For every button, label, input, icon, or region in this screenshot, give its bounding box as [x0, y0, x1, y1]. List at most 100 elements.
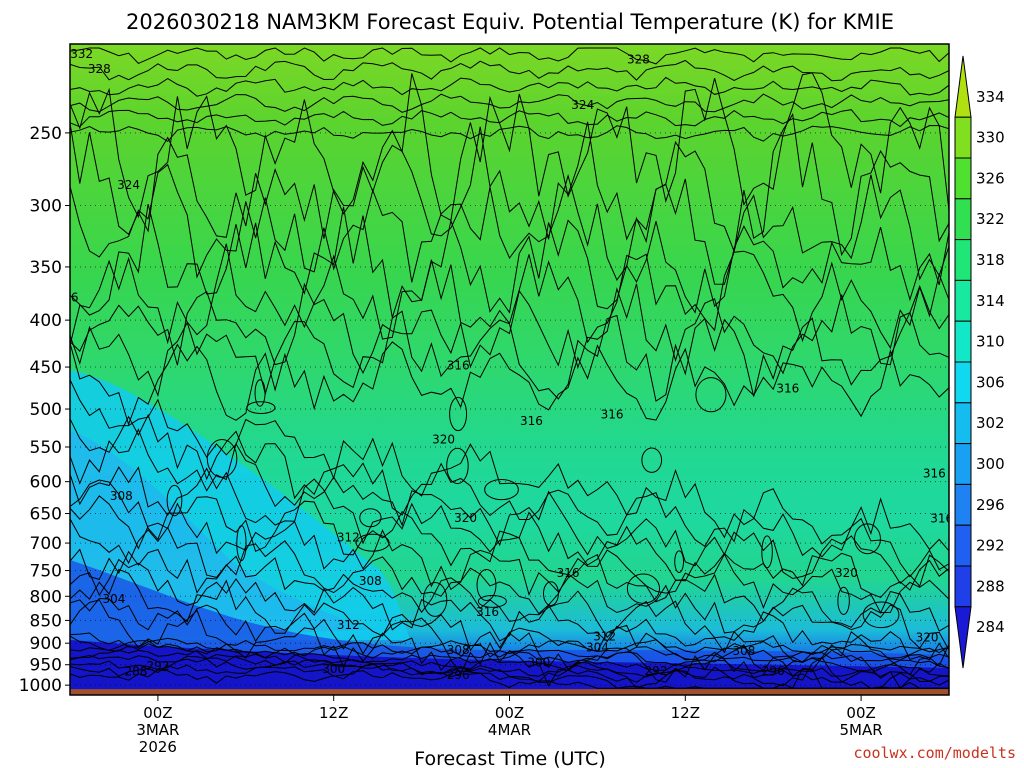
x-axis-label: Forecast Time (UTC) [414, 748, 605, 768]
x-tick-label: 00Z [846, 704, 875, 722]
y-tick-label: 400 [30, 311, 62, 331]
contour-line [70, 59, 949, 82]
contour-label: 316 [476, 605, 499, 619]
colorbar-swatch [954, 116, 972, 159]
contour-label: 320 [454, 511, 477, 525]
colorbar-swatch [954, 565, 972, 608]
colorbar-label: 306 [976, 373, 1005, 391]
x-tick-label: 2026 [139, 738, 177, 756]
colorbar-label: 310 [976, 333, 1005, 351]
contour-blob [626, 573, 661, 604]
contour-label: 300 [527, 656, 550, 670]
contour-label: 312 [337, 530, 360, 544]
contour-label: 312 [593, 629, 616, 643]
contour-blob [236, 525, 247, 562]
contour-label: 316 [776, 382, 799, 396]
contour-line [70, 341, 949, 426]
contour-line [70, 495, 949, 632]
contour-label: 316 [923, 467, 946, 481]
contour-line [70, 109, 949, 128]
y-tick-label: 900 [30, 634, 62, 654]
contour-blob [355, 533, 390, 552]
colorbar-swatch [954, 524, 972, 567]
contour-line [70, 646, 949, 661]
contour-label: 300 [322, 662, 345, 676]
colorbar-swatch [954, 320, 972, 363]
contour-label: 316 [601, 408, 624, 422]
x-tick-label: 12Z [319, 704, 348, 722]
contour-label: 292 [645, 664, 668, 678]
contour-label: 328 [88, 62, 111, 76]
contour-line [70, 163, 949, 285]
colorbar-swatch [954, 279, 972, 322]
contour-line [70, 635, 949, 689]
credit-text: coolwx.com/modelts [853, 744, 1016, 762]
colorbar-swatch [954, 55, 972, 118]
contour-line [70, 479, 949, 614]
ground [70, 689, 949, 695]
colorbar-swatch [954, 239, 972, 281]
contour-line [70, 669, 949, 684]
colorbar-label: 284 [976, 618, 1005, 636]
contour-blob [761, 535, 773, 569]
contour-blob [359, 508, 382, 528]
contour-label: 324 [571, 98, 594, 112]
colorbar-label: 314 [976, 292, 1005, 310]
contour-label: 316 [557, 566, 580, 580]
contour-line [70, 662, 949, 678]
contour-blob [449, 396, 468, 432]
colorbar-label: 302 [976, 414, 1005, 432]
contour-blob [543, 581, 559, 606]
contour-line [70, 282, 949, 375]
x-tick-label: 00Z [495, 704, 524, 722]
x-tick-label: 4MAR [488, 721, 531, 739]
y-tick-label: 850 [30, 611, 62, 631]
contour-label: 304 [102, 592, 125, 606]
contour-label: 312 [337, 618, 360, 632]
contour-label: 308 [732, 644, 755, 658]
colorbar-swatch [954, 361, 972, 404]
colorbar-swatch [954, 483, 972, 526]
contour-label: 328 [627, 53, 650, 67]
contour-blob [484, 478, 519, 501]
colorbar-swatch [954, 606, 972, 669]
contour-blob [254, 379, 266, 407]
contour-label: 316 [56, 291, 79, 305]
x-tick-label: 3MAR [136, 721, 179, 739]
y-axis: 250 300 350 400 450 500 550 600 650 700 750 800 850 9… [19, 124, 70, 696]
contour-blob [476, 569, 497, 602]
contour-line [70, 657, 949, 673]
y-tick-label: 500 [30, 400, 62, 420]
colorbar-swatch [954, 443, 972, 485]
contour-blob [206, 439, 238, 478]
contour-label: 324 [117, 178, 140, 192]
contour-blob [695, 377, 727, 413]
contour-blob [246, 401, 276, 414]
colorbar-swatch [954, 198, 972, 241]
contour-blob [862, 601, 900, 629]
contour-label: 316 [520, 414, 543, 428]
contour-line [70, 466, 949, 598]
contour-line [70, 310, 949, 402]
contour-line [70, 93, 949, 113]
colorbar-label: 296 [976, 496, 1005, 514]
contour-label: 288 [124, 664, 147, 678]
contour-label: 292 [146, 659, 169, 673]
colorbar-label: 330 [976, 129, 1005, 147]
contours [70, 47, 949, 690]
y-tick-label: 800 [30, 587, 62, 607]
y-tick-label: 650 [30, 505, 62, 525]
contour-label: 320 [432, 433, 455, 447]
x-tick-label: 12Z [671, 704, 700, 722]
colorbar-label: 292 [976, 537, 1005, 555]
contour-line [70, 124, 949, 143]
contour-blob [837, 586, 850, 615]
chart-title: 2026030218 NAM3KM Forecast Equiv. Potent… [126, 10, 894, 34]
colorbar-label: 300 [976, 455, 1005, 473]
colorbar-swatch [954, 402, 972, 445]
contour-line [70, 597, 949, 689]
x-tick-label: 5MAR [840, 721, 883, 739]
